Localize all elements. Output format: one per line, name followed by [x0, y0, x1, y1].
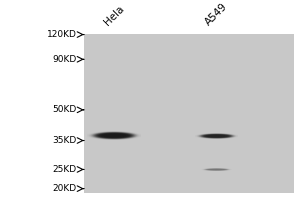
Text: 20KD: 20KD: [52, 184, 76, 193]
Text: 25KD: 25KD: [52, 165, 76, 174]
Bar: [84, 34, 294, 193]
Text: 50KD: 50KD: [52, 105, 76, 114]
Text: 90KD: 90KD: [52, 55, 76, 64]
Text: 35KD: 35KD: [52, 136, 76, 145]
Text: A549: A549: [203, 1, 229, 27]
Text: 120KD: 120KD: [46, 30, 76, 39]
Text: Hela: Hela: [102, 4, 126, 27]
